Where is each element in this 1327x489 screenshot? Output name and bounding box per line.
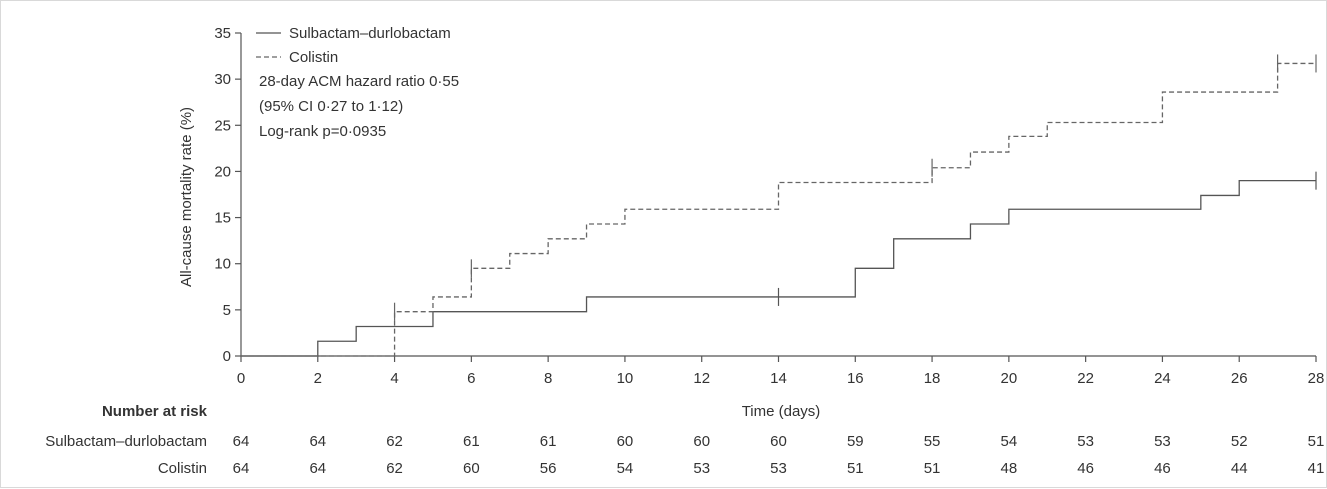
series-line-sulbactam — [241, 180, 1316, 357]
risk-value-sulbactam: 53 — [1077, 433, 1094, 450]
risk-value-colistin: 46 — [1077, 460, 1094, 477]
risk-value-colistin: 64 — [233, 460, 250, 477]
x-tick-label: 10 — [617, 370, 634, 387]
risk-value-colistin: 48 — [1001, 460, 1018, 477]
x-tick-label: 8 — [544, 370, 552, 387]
x-tick-label: 22 — [1077, 370, 1094, 387]
y-tick-label: 30 — [214, 71, 231, 88]
x-tick-label: 4 — [390, 370, 398, 387]
x-tick-label: 18 — [924, 370, 941, 387]
legend-label-colistin: Colistin — [289, 49, 338, 66]
risk-value-colistin: 53 — [693, 460, 710, 477]
stats-annotations: 28-day ACM hazard ratio 0·55 (95% CI 0·2… — [259, 73, 459, 140]
risk-value-colistin: 51 — [847, 460, 864, 477]
risk-table-header: Number at risk — [102, 403, 208, 420]
series-line-colistin — [241, 62, 1316, 357]
legend: Sulbactam–durlobactam Colistin — [256, 25, 451, 66]
x-tick-label: 16 — [847, 370, 864, 387]
risk-value-sulbactam: 51 — [1308, 433, 1325, 450]
risk-value-sulbactam: 60 — [617, 433, 634, 450]
risk-value-colistin: 64 — [309, 460, 326, 477]
x-tick-label: 14 — [770, 370, 787, 387]
y-axis-label: All-cause mortality rate (%) — [178, 107, 195, 287]
y-tick-label: 5 — [223, 302, 231, 319]
x-tick-label: 20 — [1001, 370, 1018, 387]
risk-row-label-colistin: Colistin — [158, 460, 207, 477]
risk-value-sulbactam: 54 — [1001, 433, 1018, 450]
risk-value-sulbactam: 64 — [233, 433, 250, 450]
y-tick-label: 20 — [214, 163, 231, 180]
risk-value-sulbactam: 59 — [847, 433, 864, 450]
risk-value-colistin: 56 — [540, 460, 557, 477]
risk-value-sulbactam: 61 — [540, 433, 557, 450]
risk-value-sulbactam: 60 — [770, 433, 787, 450]
x-tick-label: 28 — [1308, 370, 1325, 387]
risk-value-colistin: 53 — [770, 460, 787, 477]
x-tick-label: 6 — [467, 370, 475, 387]
x-tick-label: 2 — [314, 370, 322, 387]
y-tick-label: 10 — [214, 256, 231, 273]
risk-value-colistin: 62 — [386, 460, 403, 477]
risk-table: Number at risk Sulbactam–durlobactam 64 64… — [45, 403, 1324, 477]
risk-row-label-sulbactam: Sulbactam–durlobactam — [45, 433, 207, 450]
x-axis-label: Time (days) — [742, 403, 821, 420]
risk-value-colistin: 44 — [1231, 460, 1248, 477]
annotation-logrank: Log-rank p=0·0935 — [259, 123, 386, 140]
risk-value-sulbactam: 60 — [693, 433, 710, 450]
x-tick-label: 12 — [693, 370, 710, 387]
risk-value-colistin: 60 — [463, 460, 480, 477]
risk-value-colistin: 41 — [1308, 460, 1325, 477]
risk-value-sulbactam: 64 — [309, 433, 326, 450]
risk-value-colistin: 46 — [1154, 460, 1171, 477]
y-tick-label: 15 — [214, 210, 231, 227]
risk-value-sulbactam: 52 — [1231, 433, 1248, 450]
risk-value-colistin: 54 — [617, 460, 634, 477]
y-tick-label: 35 — [214, 25, 231, 42]
risk-value-sulbactam: 53 — [1154, 433, 1171, 450]
x-tick-label: 24 — [1154, 370, 1171, 387]
series-layer — [241, 54, 1317, 357]
annotation-hazard-ratio: 28-day ACM hazard ratio 0·55 — [259, 73, 459, 90]
y-tick-label: 0 — [223, 348, 231, 365]
risk-value-colistin: 51 — [924, 460, 941, 477]
legend-label-sulbactam: Sulbactam–durlobactam — [289, 25, 451, 42]
risk-value-sulbactam: 55 — [924, 433, 941, 450]
annotation-ci: (95% CI 0·27 to 1·12) — [259, 98, 403, 115]
risk-value-sulbactam: 62 — [386, 433, 403, 450]
x-tick-label: 26 — [1231, 370, 1248, 387]
y-tick-label: 25 — [214, 117, 231, 134]
x-tick-label: 0 — [237, 370, 245, 387]
risk-value-sulbactam: 61 — [463, 433, 480, 450]
